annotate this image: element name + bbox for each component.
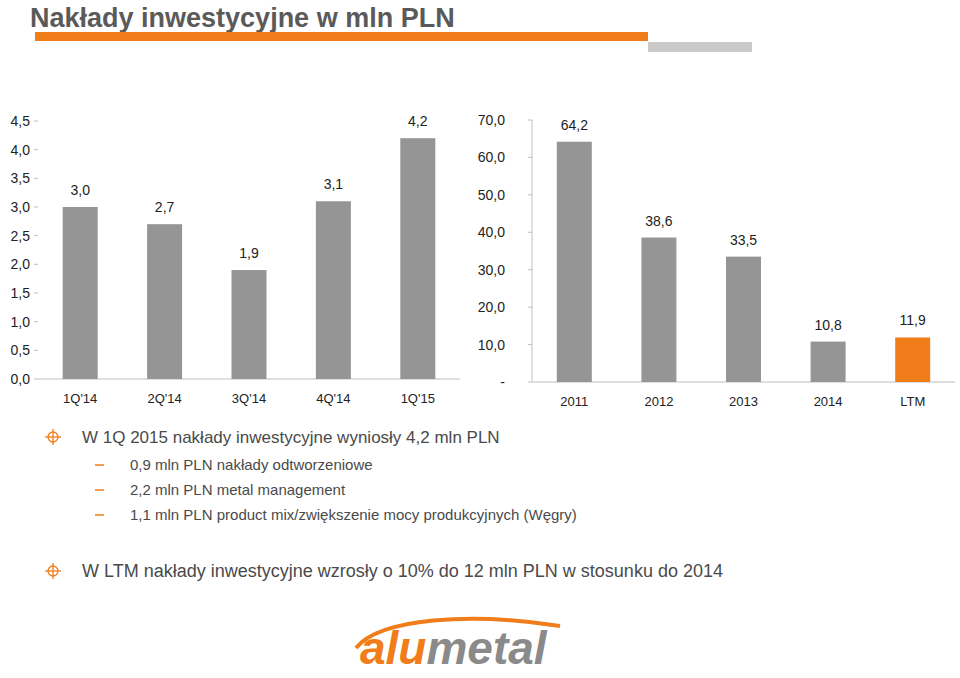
y-tick-label: 3,5 <box>11 170 31 186</box>
bar <box>400 138 435 379</box>
bars <box>63 138 436 379</box>
sub-bullet-dash <box>95 514 104 516</box>
data-label: 64,2 <box>561 117 588 133</box>
x-tick-label: LTM <box>900 394 925 409</box>
y-tick <box>528 307 532 308</box>
y-tick-label: 20,0 <box>478 299 505 315</box>
x-tick-label: 1Q'14 <box>63 391 97 406</box>
bar <box>895 337 930 382</box>
bars <box>557 142 930 382</box>
bullet-cross <box>52 563 53 579</box>
bar <box>232 270 267 379</box>
chart: - 10,0 20,0 30,0 40,0 50,0 60,0 70,0 64,2 2011 38,… <box>478 112 955 409</box>
y-axis <box>532 120 533 382</box>
y-tick <box>528 382 532 383</box>
y-tick <box>34 293 38 294</box>
y-tick <box>34 350 38 351</box>
bullet-text: W 1Q 2015 nakłady inwestycyjne wyniosły … <box>82 428 500 447</box>
bullet-text: W LTM nakłady inwestycyjne wzrosły o 10%… <box>82 561 723 581</box>
data-label: 1,9 <box>239 245 259 261</box>
y-tick-label: 0,0 <box>11 371 31 387</box>
y-tick <box>528 157 532 158</box>
sub-bullet-text: 0,9 mln PLN nakłady odtworzeniowe <box>130 456 373 473</box>
data-label: 2,7 <box>155 199 175 215</box>
y-tick-label: 30,0 <box>478 262 505 278</box>
y-tick <box>34 379 38 380</box>
data-label: 3,0 <box>70 182 90 198</box>
y-tick-label: 0,5 <box>11 342 31 358</box>
y-tick-label: - <box>500 374 505 390</box>
bar <box>811 342 846 382</box>
sub-bullet-text: 1,1 mln PLN product mix/zwiększenie mocy… <box>130 506 577 523</box>
y-tick-label: 10,0 <box>478 337 505 353</box>
y-tick <box>34 121 38 122</box>
bar <box>316 201 351 379</box>
y-tick-label: 3,0 <box>11 199 31 215</box>
y-tick <box>528 269 532 270</box>
x-tick-label: 2011 <box>560 394 588 409</box>
y-tick <box>34 178 38 179</box>
y-tick <box>34 235 38 236</box>
y-tick-label: 1,0 <box>11 314 31 330</box>
y-tick <box>34 207 38 208</box>
bar <box>557 142 592 382</box>
chart: 0,0 0,5 1,0 1,5 2,0 2,5 3,0 3,5 4,0 4,5 3,0 1Q'14 2,… <box>11 113 460 406</box>
y-tick-label: 4,0 <box>11 142 31 158</box>
title-underline-gray <box>648 42 752 52</box>
y-tick <box>528 120 532 121</box>
y-tick <box>528 232 532 233</box>
y-tick-label: 60,0 <box>478 149 505 165</box>
y-tick <box>528 194 532 195</box>
y-tick-label: 1,5 <box>11 285 31 301</box>
data-label: 4,2 <box>408 113 428 129</box>
y-tick <box>528 344 532 345</box>
y-tick-label: 40,0 <box>478 224 505 240</box>
x-tick-label: 3Q'14 <box>232 391 266 406</box>
slide: Nakłady inwestycyjne w mln PLN 0,0 0,5 1,0 1… <box>0 0 960 678</box>
bullet-cross <box>52 429 53 445</box>
sub-bullet-text: 2,2 mln PLN metal management <box>130 481 346 498</box>
bar <box>147 224 182 379</box>
y-tick <box>34 264 38 265</box>
y-tick-label: 4,5 <box>11 113 31 129</box>
x-tick-label: 2013 <box>729 394 758 409</box>
logo: alumetal <box>356 619 560 674</box>
x-tick-label: 2012 <box>644 394 673 409</box>
title: Nakłady inwestycyjne w mln PLN <box>30 3 455 33</box>
bullet-icon <box>45 563 61 579</box>
y-tick-label: 2,5 <box>11 228 31 244</box>
data-label: 11,9 <box>900 312 926 328</box>
title-underline <box>35 32 648 41</box>
x-tick-label: 1Q'15 <box>401 391 435 406</box>
y-tick-label: 50,0 <box>478 187 505 203</box>
logo-part: alu <box>360 622 426 674</box>
bullet-icon <box>45 429 61 445</box>
data-label: 38,6 <box>645 213 672 229</box>
x-tick-label: 4Q'14 <box>316 391 350 406</box>
data-label: 10,8 <box>814 317 841 333</box>
y-tick <box>34 321 38 322</box>
bar <box>641 238 676 382</box>
logo-text: alumetal <box>360 622 548 674</box>
bar <box>63 207 98 379</box>
sub-bullet-dash <box>95 489 104 491</box>
data-label: 3,1 <box>324 176 344 192</box>
x-tick-label: 2Q'14 <box>147 391 181 406</box>
sub-bullet-dash <box>95 464 104 466</box>
bar <box>726 257 761 382</box>
y-tick-label: 2,0 <box>11 256 31 272</box>
x-tick-label: 2014 <box>814 394 843 409</box>
logo-part: metal <box>426 622 547 674</box>
data-label: 33,5 <box>730 232 757 248</box>
y-tick <box>34 149 38 150</box>
y-tick-label: 70,0 <box>478 112 505 128</box>
